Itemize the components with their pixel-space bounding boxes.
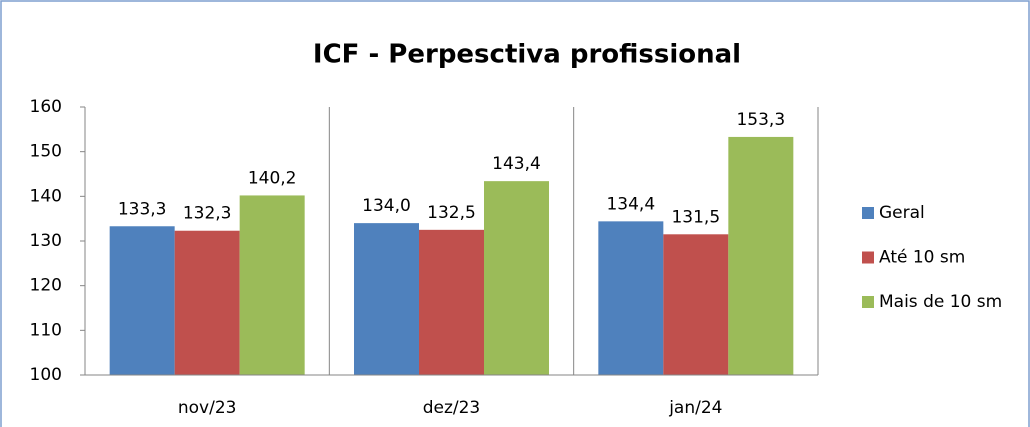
y-tick-label: 140: [30, 186, 62, 206]
bar: [239, 195, 305, 375]
y-tick-label: 130: [30, 231, 62, 251]
bar: [484, 181, 549, 375]
y-tick-label: 100: [30, 365, 62, 385]
value-label: 133,3: [118, 199, 167, 219]
value-label: 134,0: [362, 196, 411, 216]
value-label: 134,4: [606, 194, 655, 214]
value-label: 132,3: [183, 204, 232, 224]
y-tick-label: 110: [30, 320, 62, 340]
bar: [728, 136, 794, 375]
bar: [598, 221, 664, 375]
legend-swatch: [862, 251, 874, 264]
y-tick-label: 120: [30, 276, 62, 296]
legend-label: Mais de 10 sm: [879, 292, 1002, 312]
legend-swatch: [862, 296, 874, 308]
legend-swatch: [862, 207, 874, 219]
value-label: 140,2: [248, 168, 297, 188]
bar: [174, 230, 240, 375]
value-label: 153,3: [736, 110, 785, 130]
bar: [419, 229, 484, 375]
value-label: 132,5: [427, 203, 476, 223]
chart-title: ICF - Perpesctiva profissional: [313, 40, 741, 70]
x-tick-label: nov/23: [178, 398, 237, 418]
y-tick-label: 150: [30, 142, 62, 162]
x-tick-label: dez/23: [423, 398, 481, 418]
y-tick-label: 160: [30, 97, 62, 117]
x-tick-label: jan/24: [668, 398, 722, 418]
value-label: 143,4: [492, 154, 541, 174]
legend-label: Geral: [879, 203, 925, 223]
legend-label: Até 10 sm: [879, 248, 965, 268]
bar: [354, 223, 419, 375]
bar: [663, 234, 729, 375]
bar: [109, 226, 175, 375]
value-label: 131,5: [671, 207, 720, 227]
